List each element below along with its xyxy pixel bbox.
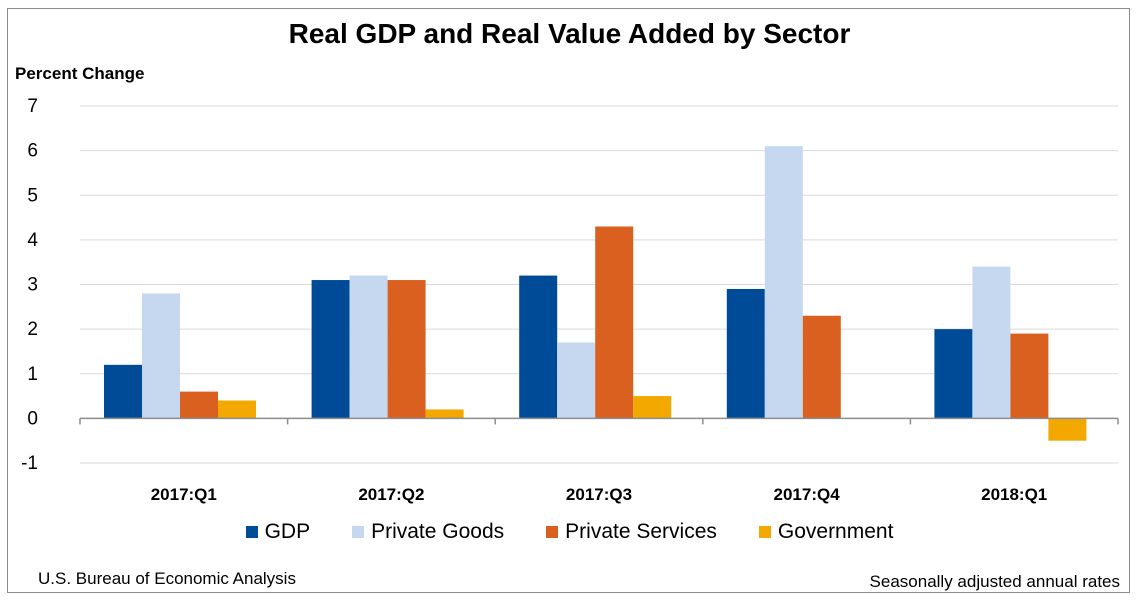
bar-government — [218, 400, 256, 419]
bar-private-services — [1010, 333, 1049, 419]
y-tick-label: 5 — [27, 185, 38, 206]
bar-private-goods — [764, 146, 803, 419]
source-note: U.S. Bureau of Economic Analysis — [38, 569, 296, 588]
x-tick-label: 2017:Q3 — [566, 485, 632, 504]
bar-gdp — [726, 288, 765, 419]
x-tick-label: 2017:Q2 — [358, 485, 424, 504]
y-axis-label: Percent Change — [15, 64, 145, 83]
legend-item-private-goods: Private Goods — [352, 520, 504, 544]
bar-private-goods — [972, 266, 1011, 419]
legend-swatch-gdp — [245, 526, 258, 538]
bar-gdp — [311, 280, 350, 419]
bar-gdp — [934, 329, 973, 419]
legend-label-gdp: GDP — [264, 520, 311, 543]
bar-gdp — [104, 364, 142, 419]
bar-gdp — [519, 275, 558, 419]
y-tick-label: 2 — [27, 319, 38, 340]
legend-item-private-services: Private Services — [546, 520, 717, 544]
chart-title: Real GDP and Real Value Added by Sector — [288, 18, 851, 49]
bar-government — [1048, 418, 1087, 441]
bar-private-services — [595, 226, 634, 419]
legend-label-private-services: Private Services — [565, 520, 717, 543]
bar-government — [633, 396, 672, 419]
y-tick-label: 1 — [27, 364, 38, 385]
bar-private-services — [387, 280, 426, 419]
rate-note: Seasonally adjusted annual rates — [869, 572, 1120, 591]
y-tick-label: -1 — [21, 453, 38, 474]
y-tick-label: 7 — [27, 96, 38, 117]
y-tick-label: 4 — [27, 230, 38, 251]
x-tick-label: 2017:Q4 — [774, 485, 841, 504]
legend: GDP Private Goods Private Services Gover… — [0, 520, 1139, 544]
y-tick-label: 6 — [27, 141, 38, 162]
y-tick-label: 0 — [27, 408, 38, 429]
legend-swatch-private-services — [546, 526, 559, 538]
x-tick-label: 2018:Q1 — [981, 485, 1047, 504]
legend-swatch-private-goods — [352, 526, 365, 538]
bar-private-goods — [557, 342, 596, 419]
bar-private-goods — [349, 275, 388, 419]
legend-label-private-goods: Private Goods — [371, 520, 505, 543]
bar-private-services — [802, 315, 841, 419]
y-tick-label: 3 — [27, 275, 38, 296]
bar-private-goods — [142, 293, 180, 419]
bar-private-services — [180, 391, 218, 419]
x-tick-label: 2017:Q1 — [151, 485, 217, 504]
legend-item-gdp: GDP — [245, 520, 311, 544]
bar-government — [425, 409, 464, 419]
legend-item-government: Government — [758, 520, 894, 544]
legend-swatch-government — [758, 526, 771, 538]
legend-label-government: Government — [777, 520, 894, 543]
